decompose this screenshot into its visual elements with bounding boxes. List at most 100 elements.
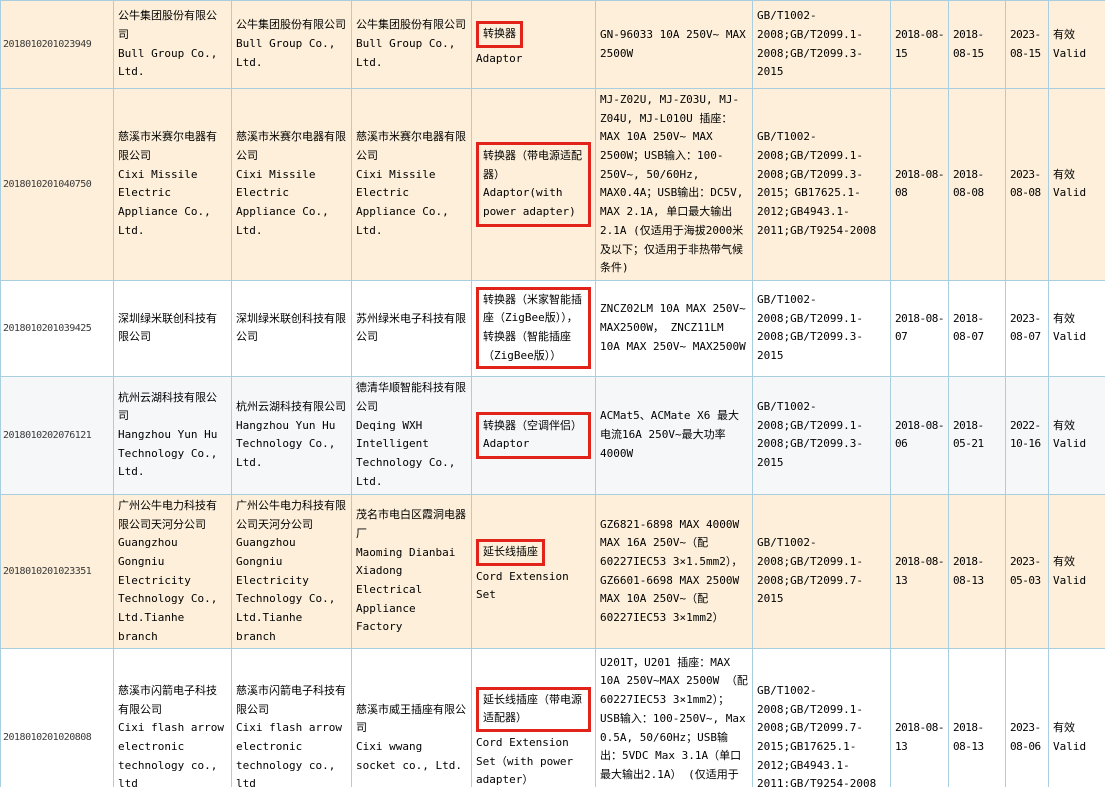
status-cell: 有效 Valid bbox=[1048, 648, 1105, 787]
cert-number-cell: 2018010202076121 bbox=[0, 375, 114, 495]
change-date-cell: 2018-08-15 bbox=[948, 0, 1006, 89]
manufacturer-cell: 杭州云湖科技有限公司 Hangzhou Yun Hu Technology Co.… bbox=[231, 375, 352, 495]
factory-cell: 苏州绿米电子科技有限公司 bbox=[351, 279, 472, 377]
company-name-en: Deqing WXH Intelligent Technology Co., L… bbox=[356, 418, 456, 488]
product-name-en: Cord Extension Set bbox=[476, 569, 569, 602]
issue-date-cell: 2018-08-07 bbox=[890, 279, 949, 377]
company-name-cn: 慈溪市米赛尔电器有限公司 bbox=[236, 130, 346, 163]
status-cn: 有效 bbox=[1053, 418, 1075, 432]
cert-number-cell: 2018010201023351 bbox=[0, 493, 114, 650]
issue-date-cell: 2018-08-13 bbox=[890, 648, 949, 787]
standards-cell: GB/T1002-2008;GB/T2099.1-2008;GB/T2099.7… bbox=[752, 493, 891, 650]
model-spec-cell: ZNCZ02LM 10A MAX 250V~ MAX2500W， ZNCZ11L… bbox=[595, 279, 753, 377]
product-cell: 转换器 Adaptor bbox=[471, 0, 596, 89]
company-name-cn: 茂名市电白区霞洞电器厂 bbox=[356, 508, 466, 540]
company-name-cn: 德清华顺智能科技有限公司 bbox=[356, 381, 466, 413]
standards-cell: GB/T1002-2008;GB/T2099.1-2008;GB/T2099.3… bbox=[752, 279, 891, 377]
standards-cell: GB/T1002-2008;GB/T2099.1-2008;GB/T2099.3… bbox=[752, 88, 891, 281]
manufacturer-cell: 深圳绿米联创科技有限公司 bbox=[231, 279, 352, 377]
company-name-en: Maoming Dianbai Xiadong Electrical Appli… bbox=[356, 545, 456, 634]
company-name-cn: 苏州绿米电子科技有限公司 bbox=[356, 311, 466, 344]
manufacturer-cell: 慈溪市闪箭电子科技有限公司 Cixi flash arrow electronic… bbox=[231, 648, 352, 787]
status-cn: 有效 bbox=[1053, 167, 1075, 181]
status-cn: 有效 bbox=[1053, 721, 1075, 735]
cert-number-cell: 2018010201039425 bbox=[0, 279, 114, 377]
highlight-box: 转换器 bbox=[476, 21, 523, 48]
model-spec-cell: MJ-Z02U, MJ-Z03U, MJ-Z04U, MJ-L010U 插座： … bbox=[595, 88, 753, 281]
highlight-box: 延长线插座（带电源适配器） bbox=[476, 686, 591, 733]
expire-date-cell: 2022-10-16 bbox=[1005, 375, 1049, 495]
expire-date-cell: 2023-08-15 bbox=[1005, 0, 1049, 89]
company-name-en: Bull Group Co., Ltd. bbox=[356, 37, 456, 69]
table-row: 2018010202076121 杭州云湖科技有限公司 Hangzhou Yun H… bbox=[0, 375, 1105, 495]
company-name-cn: 慈溪市米赛尔电器有限公司 bbox=[118, 130, 217, 163]
factory-cell: 茂名市电白区霞洞电器厂 Maoming Dianbai Xiadong Elect… bbox=[351, 493, 472, 650]
company-name-en: Bull Group Co., Ltd. bbox=[118, 46, 218, 79]
cert-number-cell: 2018010201040750 bbox=[0, 88, 114, 281]
expire-date-cell: 2023-08-06 bbox=[1005, 648, 1049, 787]
model-spec-cell: U201T，U201 插座：MAX 10A 250V~MAX 2500W （配6… bbox=[595, 648, 753, 787]
company-name-en: Cixi wwang socket co., Ltd. bbox=[356, 739, 462, 772]
product-cell: 延长线插座（带电源适配器） Cord Extension Set（with pow… bbox=[471, 648, 596, 787]
issue-date-cell: 2018-08-13 bbox=[890, 493, 949, 650]
company-name-cn: 深圳绿米联创科技有限公司 bbox=[118, 311, 217, 344]
table-row: 2018010201023949 公牛集团股份有限公司 Bull Group Co.… bbox=[0, 0, 1105, 89]
status-cell: 有效 Valid bbox=[1048, 0, 1105, 89]
expire-date-cell: 2023-08-08 bbox=[1005, 88, 1049, 281]
applicant-cell: 杭州云湖科技有限公司 Hangzhou Yun Hu Technology Co.… bbox=[113, 375, 232, 495]
company-name-cn: 公牛集团股份有限公司 bbox=[356, 18, 466, 32]
company-name-en: Cixi flash arrow electronic technology c… bbox=[118, 721, 224, 787]
highlight-box: 转换器（空调伴侣） Adaptor bbox=[476, 411, 591, 460]
status-cn: 有效 bbox=[1053, 554, 1075, 568]
change-date-cell: 2018-08-08 bbox=[948, 88, 1006, 281]
product-name-en: Cord Extension Set（with power adapter） bbox=[476, 736, 574, 787]
company-name-en: Guangzhou Gongniu Electricity Technology… bbox=[118, 536, 218, 643]
standards-cell: GB/T1002-2008;GB/T2099.1-2008;GB/T2099.3… bbox=[752, 0, 891, 89]
expire-date-cell: 2023-08-07 bbox=[1005, 279, 1049, 377]
company-name-cn: 杭州云湖科技有限公司 bbox=[118, 390, 217, 423]
status-cell: 有效 Valid bbox=[1048, 279, 1105, 377]
status-cn: 有效 bbox=[1053, 311, 1075, 325]
status-en: Valid bbox=[1053, 437, 1087, 451]
company-name-en: Hangzhou Yun Hu Technology Co., Ltd. bbox=[236, 418, 336, 470]
standards-cell: GB/T1002-2008;GB/T2099.1-2008;GB/T2099.7… bbox=[752, 648, 891, 787]
status-cell: 有效 Valid bbox=[1048, 88, 1105, 281]
highlight-box: 转换器（米家智能插座（ZigBee版）），转换器（智能插座（ZigBee版）） bbox=[476, 286, 591, 370]
highlight-box: 延长线插座 bbox=[476, 539, 545, 566]
change-date-cell: 2018-08-07 bbox=[948, 279, 1006, 377]
company-name-cn: 慈溪市闪箭电子科技有限公司 bbox=[236, 683, 346, 716]
applicant-cell: 慈溪市米赛尔电器有限公司 Cixi Missile Electric Applia… bbox=[113, 88, 232, 281]
standards-cell: GB/T1002-2008;GB/T2099.1-2008;GB/T2099.3… bbox=[752, 375, 891, 495]
issue-date-cell: 2018-08-06 bbox=[890, 375, 949, 495]
company-name-en: Guangzhou Gongniu Electricity Technology… bbox=[236, 536, 336, 643]
product-name-en: Adaptor(with power adapter) bbox=[483, 186, 576, 219]
company-name-cn: 慈溪市威王插座有限公司 bbox=[356, 702, 466, 735]
company-name-en: Cixi Missile Electric Appliance Co., Ltd… bbox=[356, 167, 449, 237]
status-en: Valid bbox=[1053, 330, 1087, 344]
company-name-en: Cixi Missile Electric Appliance Co., Ltd… bbox=[118, 167, 211, 237]
company-name-cn: 广州公牛电力科技有限公司天河分公司 bbox=[236, 498, 346, 531]
factory-cell: 慈溪市米赛尔电器有限公司 Cixi Missile Electric Applia… bbox=[351, 88, 472, 281]
company-name-cn: 慈溪市闪箭电子科技有限公司 bbox=[118, 683, 217, 716]
applicant-cell: 深圳绿米联创科技有限公司 bbox=[113, 279, 232, 377]
table-row: 2018010201040750 慈溪市米赛尔电器有限公司 Cixi Missile… bbox=[0, 88, 1105, 281]
manufacturer-cell: 广州公牛电力科技有限公司天河分公司 Guangzhou Gongniu Elect… bbox=[231, 493, 352, 650]
model-spec-cell: GZ6821-6898 MAX 4000W MAX 16A 250V~（配602… bbox=[595, 493, 753, 650]
factory-cell: 慈溪市威王插座有限公司 Cixi wwang socket co., Ltd. bbox=[351, 648, 472, 787]
status-cell: 有效 Valid bbox=[1048, 375, 1105, 495]
issue-date-cell: 2018-08-08 bbox=[890, 88, 949, 281]
product-cell: 转换器（空调伴侣） Adaptor bbox=[471, 375, 596, 495]
expire-date-cell: 2023-05-03 bbox=[1005, 493, 1049, 650]
model-spec-cell: GN-96033 10A 250V~ MAX 2500W bbox=[595, 0, 753, 89]
company-name-en: Cixi Missile Electric Appliance Co., Ltd… bbox=[236, 167, 329, 237]
status-en: Valid bbox=[1053, 573, 1087, 587]
product-name-cn: 转换器（空调伴侣） bbox=[483, 418, 582, 432]
status-en: Valid bbox=[1053, 186, 1087, 200]
manufacturer-cell: 公牛集团股份有限公司 Bull Group Co., Ltd. bbox=[231, 0, 352, 89]
cert-number-cell: 2018010201023949 bbox=[0, 0, 114, 89]
change-date-cell: 2018-08-13 bbox=[948, 493, 1006, 650]
table-row: 2018010201023351 广州公牛电力科技有限公司天河分公司 Guangzh… bbox=[0, 493, 1105, 650]
